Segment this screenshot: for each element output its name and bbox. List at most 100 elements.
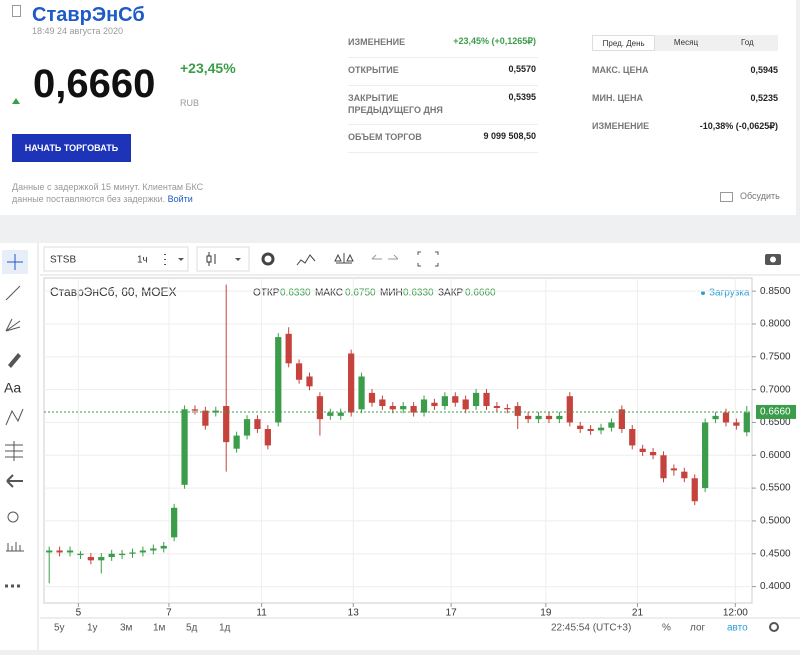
- settings-icon[interactable]: [261, 252, 275, 266]
- candle-body: [452, 396, 459, 403]
- candle-body: [545, 415, 553, 420]
- price-tag-label: 0.6660: [760, 407, 791, 418]
- zoom-tool[interactable]: [7, 511, 19, 523]
- trade-button[interactable]: НАЧАТЬ ТОРГОВАТЬ: [12, 134, 131, 162]
- settings-small[interactable]: [769, 622, 779, 632]
- candle-body: [629, 429, 636, 446]
- bookmark-icon[interactable]: [12, 5, 21, 17]
- discuss-icon: [720, 192, 733, 202]
- text-tool[interactable]: Aa: [4, 380, 21, 396]
- trend-tool[interactable]: [5, 285, 21, 301]
- candle-body: [275, 337, 282, 423]
- legend-close: 0.6660: [465, 288, 496, 299]
- period-tab[interactable]: Год: [740, 38, 754, 47]
- indicators-icon[interactable]: [296, 254, 316, 266]
- candle-body: [316, 396, 324, 420]
- candle-body: [681, 471, 688, 479]
- candle-body: [566, 396, 573, 423]
- auto-toggle[interactable]: авто: [727, 623, 748, 634]
- candle-body: [525, 415, 532, 420]
- range-button[interactable]: 1y: [87, 623, 98, 634]
- fib-tool[interactable]: [5, 318, 21, 332]
- log-toggle[interactable]: лог: [690, 623, 706, 634]
- up-arrow: [12, 98, 20, 104]
- change: +23,45%: [180, 60, 236, 76]
- interval[interactable]: 1ч: [137, 255, 148, 266]
- range-button[interactable]: 1д: [219, 623, 231, 634]
- candle-body: [129, 552, 136, 554]
- login-link[interactable]: Войти: [167, 194, 193, 204]
- datetime: 18:49 24 августа 2020: [32, 26, 124, 36]
- period-tabs: Пред. День Месяц Год: [592, 35, 778, 51]
- pattern-tool[interactable]: [5, 408, 24, 426]
- loading: Загрузка: [709, 288, 750, 299]
- candle-body: [649, 451, 657, 456]
- y-tick-label: 0.8500: [760, 286, 791, 297]
- indicators-tool[interactable]: [6, 542, 24, 552]
- range-button[interactable]: 5y: [54, 623, 65, 634]
- stats-value: +23,45% (+0,1265₽): [453, 36, 536, 46]
- undo-redo[interactable]: [371, 254, 399, 260]
- candle-body: [483, 392, 490, 407]
- candle-body: [150, 548, 157, 551]
- stats-row: ИЗМЕНЕНИЕ +23,45% (+0,1265₽): [348, 30, 538, 58]
- candle-body: [285, 333, 292, 364]
- x-tick-label: 17: [446, 608, 458, 619]
- candle-body: [743, 412, 750, 433]
- percent-toggle[interactable]: %: [662, 623, 671, 634]
- candle-body: [337, 412, 344, 416]
- candle-body: [702, 422, 709, 489]
- period-value: 0,5945: [750, 65, 778, 75]
- x-tick-label: 13: [348, 608, 360, 619]
- y-tick-label: 0.4500: [760, 548, 791, 559]
- period-row: ИЗМЕНЕНИЕ -10,38% (-0,0625₽): [592, 113, 778, 141]
- compare-icon[interactable]: [334, 253, 354, 264]
- range-button[interactable]: 5д: [186, 623, 198, 634]
- candle-body: [358, 376, 365, 410]
- dropdown[interactable]: [178, 258, 184, 261]
- price: 0,6660: [33, 62, 156, 106]
- chart-panel: Aa STSB 1ч СтаврЭнСб, 60, MOEX ОТКР 0.63…: [0, 243, 800, 650]
- chart-type[interactable]: [196, 246, 250, 272]
- candle-body: [139, 550, 147, 553]
- discuss-link[interactable]: Обсудить: [740, 191, 780, 201]
- measure-tool[interactable]: [5, 441, 23, 461]
- candle-body: [264, 429, 271, 446]
- period-table: Пред. День Месяц Год МАКС. ЦЕНА 0,5945 МИН. Ц…: [592, 35, 778, 141]
- period-label: ИЗМЕНЕНИЕ: [592, 121, 650, 131]
- back-tool[interactable]: [6, 474, 23, 488]
- range-button[interactable]: 3м: [120, 623, 133, 634]
- currency: RUB: [180, 98, 200, 108]
- candle-body: [577, 425, 584, 430]
- x-tick-label: 5: [76, 608, 82, 619]
- candle-body: [171, 507, 178, 538]
- candle-body: [56, 550, 63, 553]
- period-tab[interactable]: Месяц: [673, 38, 699, 47]
- stats-label: ОБЪЕМ ТОРГОВ: [348, 132, 422, 142]
- brush-tool[interactable]: [8, 353, 21, 368]
- candle-body: [504, 408, 511, 410]
- legend-high-label: МАКС: [315, 288, 343, 299]
- period-row: МИН. ЦЕНА 0,5235: [592, 85, 778, 113]
- candle-body: [223, 406, 230, 443]
- symbol: STSB: [50, 255, 76, 266]
- x-tick-label: 11: [256, 608, 267, 619]
- candle-body: [608, 422, 615, 428]
- fullscreen[interactable]: [417, 251, 439, 267]
- period-tab[interactable]: Пред. День: [592, 35, 656, 51]
- drawing-toolbar: [0, 243, 36, 650]
- stats-table: ИЗМЕНЕНИЕ +23,45% (+0,1265₽) ОТКРЫТИЕ 0,557…: [348, 30, 538, 153]
- candle-body: [118, 553, 126, 556]
- candle-body: [670, 468, 678, 471]
- candle-body: [389, 406, 396, 410]
- candle-body: [514, 406, 521, 416]
- stats-label: ИЗМЕНЕНИЕ: [348, 37, 406, 47]
- candle-body: [431, 402, 438, 407]
- range-button[interactable]: 1м: [153, 623, 166, 634]
- stats-value: 0,5570: [508, 64, 536, 74]
- candle-body: [181, 409, 188, 485]
- dropdown[interactable]: [235, 258, 241, 261]
- candle-body: [379, 399, 386, 407]
- y-tick-label: 0.4000: [760, 581, 791, 592]
